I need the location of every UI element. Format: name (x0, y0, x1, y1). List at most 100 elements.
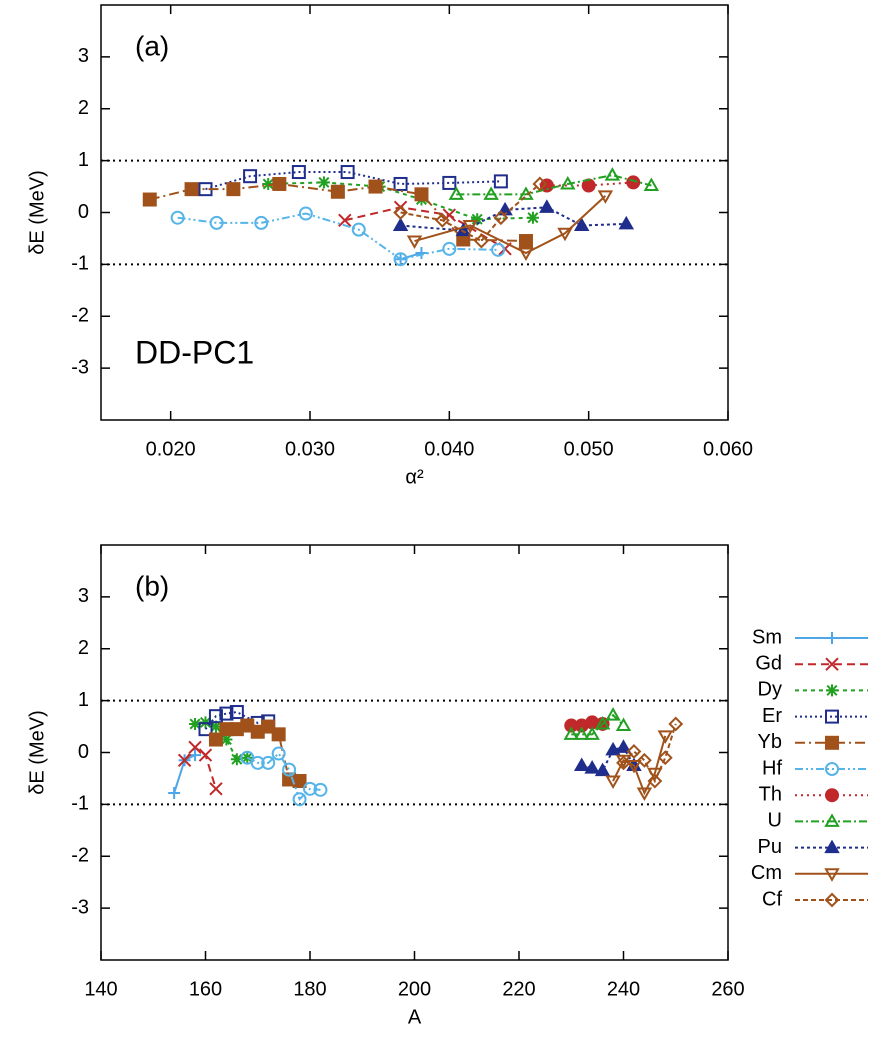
marker (330, 184, 345, 199)
legend-marker (825, 657, 839, 671)
marker (584, 726, 600, 740)
marker (626, 744, 642, 759)
marker (188, 740, 202, 755)
marker (455, 222, 471, 237)
marker (271, 746, 286, 761)
y-axis-label: δE (MeV) (26, 710, 48, 794)
marker (448, 186, 465, 200)
x-tick-label: 200 (398, 978, 431, 1000)
marker (594, 715, 611, 730)
marker (563, 726, 579, 740)
y-tick-label: 3 (78, 45, 89, 67)
marker (518, 247, 534, 261)
marker (351, 222, 366, 237)
marker (626, 175, 641, 190)
marker (491, 242, 506, 257)
annotation: (b) (135, 570, 169, 601)
marker (597, 190, 614, 204)
marker (557, 227, 573, 242)
y-tick-label: 2 (78, 97, 89, 119)
marker (338, 213, 352, 227)
marker (230, 753, 243, 766)
panel: -3 -2 -1 0 1 2 3 140 160 180 200 220 240 260 AδE (MeV)… (26, 544, 868, 1028)
marker (254, 215, 269, 230)
x-tick-label: 0.050 (564, 438, 614, 460)
y-tick-label: 0 (78, 741, 89, 763)
legend-marker (825, 762, 839, 776)
legend-label: U (768, 810, 782, 832)
marker (272, 176, 287, 191)
y-tick-label: -3 (71, 896, 89, 918)
marker (282, 762, 297, 777)
panel: -3 -2 -1 0 1 2 3 0.020 0.030 0.040 0.050 0.060 α² δE … (26, 4, 753, 488)
series-line (456, 174, 652, 196)
series-line (414, 195, 607, 255)
marker (560, 175, 576, 190)
marker (142, 192, 157, 207)
marker (208, 709, 223, 724)
marker (184, 182, 199, 197)
marker (168, 786, 181, 799)
marker (643, 177, 660, 192)
x-tick-label: 220 (502, 978, 535, 1000)
legend-label: Cf (762, 888, 782, 910)
y-axis-label: δE (MeV) (26, 170, 48, 254)
marker (668, 716, 684, 732)
series-line (177, 212, 499, 261)
marker (483, 186, 499, 200)
marker (209, 215, 224, 230)
marker (493, 210, 509, 226)
marker (636, 787, 653, 801)
legend-label: Th (759, 783, 782, 805)
x-axis-label: α² (405, 466, 424, 488)
marker (414, 187, 429, 202)
marker (584, 760, 600, 774)
y-tick-label: -1 (71, 793, 89, 815)
marker (605, 707, 621, 721)
marker (198, 748, 213, 762)
x-tick-label: 260 (711, 978, 744, 1000)
marker (442, 175, 457, 190)
marker (292, 774, 307, 789)
y-tick-label: -2 (71, 845, 89, 867)
marker (532, 176, 548, 192)
marker (462, 219, 478, 234)
marker (615, 739, 632, 753)
legend-label: Yb (758, 731, 782, 753)
legend-marker (824, 892, 840, 908)
marker (250, 755, 265, 770)
y-tick-label: 1 (78, 689, 89, 711)
annotation: (a) (135, 30, 169, 61)
marker (618, 215, 635, 230)
marker (189, 717, 202, 730)
series-line (400, 252, 422, 261)
legend-label: Er (762, 705, 782, 727)
x-tick-label: 0.020 (146, 438, 196, 460)
y-tick-label: 2 (78, 637, 89, 659)
legend-marker (825, 788, 839, 803)
legend-label: Hf (762, 757, 782, 779)
y-tick-label: 3 (78, 585, 89, 607)
marker (209, 782, 223, 796)
marker (393, 252, 408, 267)
marker (219, 706, 234, 721)
series-line (622, 723, 677, 784)
marker (368, 179, 383, 194)
marker (177, 753, 192, 767)
y-tick-label: -2 (71, 305, 89, 327)
x-tick-label: 0.060 (703, 438, 753, 460)
series-line (246, 752, 321, 802)
legend-marker (824, 868, 840, 882)
marker (539, 199, 555, 213)
y-tick-label: 1 (78, 149, 89, 171)
marker (261, 755, 276, 770)
marker (261, 719, 276, 734)
series-line (400, 183, 541, 243)
marker (442, 241, 457, 256)
marker (415, 246, 428, 259)
series-line (400, 206, 627, 232)
marker (303, 781, 317, 796)
marker (434, 212, 450, 228)
series-line (205, 171, 501, 191)
